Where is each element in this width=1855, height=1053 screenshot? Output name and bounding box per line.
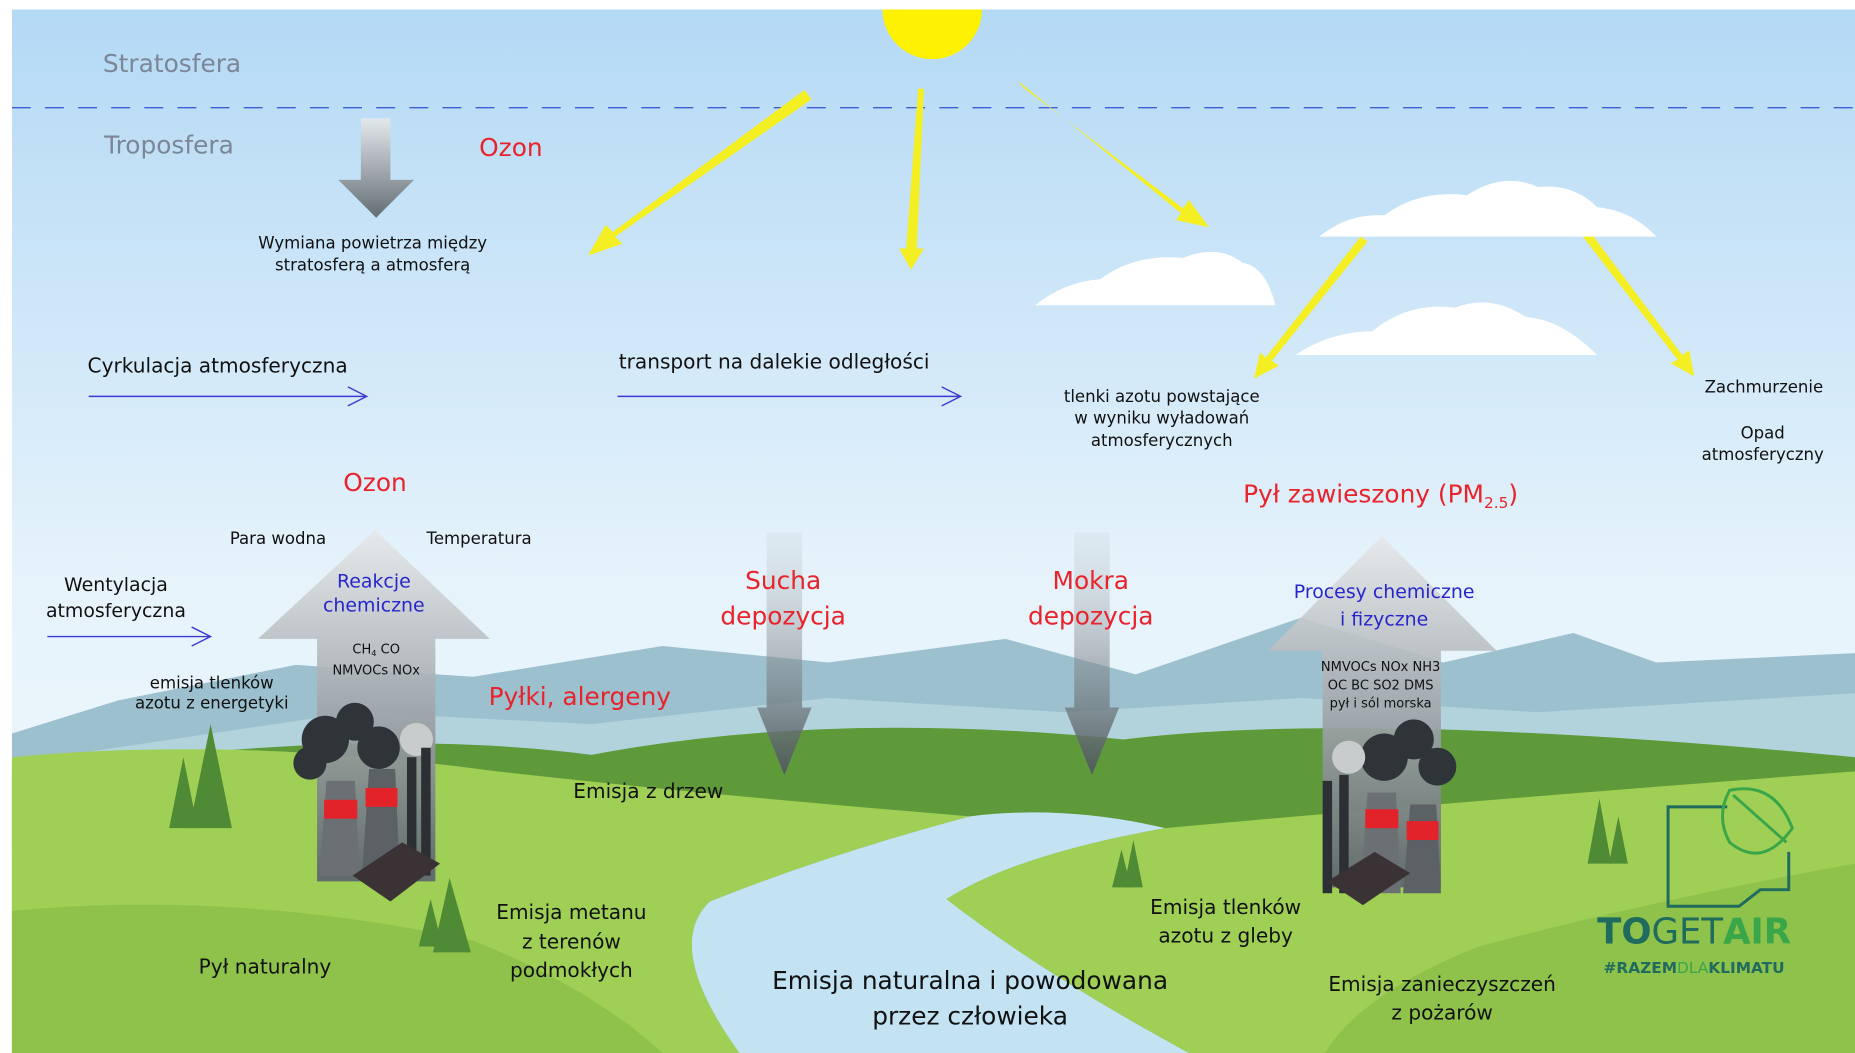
- precipitation-label: atmosferyczny: [1702, 445, 1824, 464]
- pm-text: Pył zawieszony (PM: [1243, 480, 1484, 509]
- wet-deposition-label: Mokra: [1053, 566, 1129, 595]
- logo-tagline: #RAZEMDLAKLIMATU: [1604, 958, 1785, 976]
- scene: [12, 0, 1855, 1053]
- energy-label: azotu z energetyki: [135, 693, 289, 712]
- precipitation-label: Opad: [1741, 424, 1785, 443]
- logo-part: DLA: [1677, 958, 1709, 976]
- precursors-label: CH4 CO: [352, 642, 400, 658]
- pm-text: ): [1508, 480, 1518, 509]
- dry-deposition-label: Sucha: [745, 566, 821, 595]
- lightning-label: atmosferycznych: [1091, 431, 1233, 450]
- fire-label: Emisja zanieczyszczeń: [1328, 972, 1556, 996]
- natural-dust-label: Pył naturalny: [199, 954, 332, 978]
- pollen-label: Pyłki, alergeny: [489, 682, 671, 711]
- processes-label: i fizyczne: [1340, 608, 1428, 630]
- layer-label: Troposfera: [103, 131, 234, 160]
- tower-band: [1365, 809, 1398, 828]
- logo-part: KLIMATU: [1708, 958, 1784, 976]
- water-vapour-label: Para wodna: [230, 529, 326, 548]
- circulation-label: Cyrkulacja atmosferyczna: [88, 353, 348, 377]
- ozone-label: Ozon: [343, 468, 407, 497]
- diagram: Stratosfera Troposfera Ozon Wymiana powi…: [0, 0, 1855, 1053]
- tower-band: [324, 800, 357, 819]
- precursors-label: pył i sól morska: [1330, 696, 1432, 711]
- wet-deposition-label: depozycja: [1028, 602, 1153, 631]
- logo-part: TO: [1597, 911, 1651, 952]
- methane-label: Emisja metanu: [496, 900, 646, 924]
- exchange-label: stratosferą a atmosferą: [275, 256, 470, 275]
- methane-label: podmokłych: [510, 958, 633, 982]
- precursors-label: NMVOCs NOx NH3: [1321, 660, 1440, 675]
- temperature-label: Temperatura: [426, 529, 532, 548]
- soil-label: Emisja tlenków: [1150, 895, 1301, 919]
- logo-part: #RAZEM: [1604, 958, 1678, 976]
- smoke-puff: [357, 726, 400, 769]
- processes-label: Procesy chemiczne: [1294, 581, 1475, 603]
- formula: CO: [377, 642, 400, 657]
- layer-label: Stratosfera: [103, 49, 241, 78]
- logo-part: AIR: [1723, 911, 1791, 952]
- formula: CH: [352, 642, 371, 657]
- soil-label: azotu z gleby: [1158, 924, 1293, 948]
- exchange-label: Wymiana powietrza między: [258, 233, 487, 252]
- total-emission-label: Emisja naturalna i powodowana: [772, 966, 1168, 995]
- chimney: [1323, 781, 1332, 893]
- subscript: 2.5: [1484, 493, 1508, 511]
- logo-part: GET: [1651, 911, 1723, 952]
- ventilation-label: atmosferyczna: [46, 600, 186, 622]
- logo-brand: TOGETAIR: [1597, 911, 1791, 952]
- fire-label: z pożarów: [1391, 1000, 1492, 1024]
- lightning-label: w wyniku wyładowań: [1074, 408, 1249, 427]
- methane-label: z terenów: [522, 929, 621, 953]
- smoke-puff: [293, 747, 326, 780]
- reactions-label: Reakcje: [337, 571, 411, 593]
- cloudiness-label: Zachmurzenie: [1705, 378, 1824, 397]
- cooling-tower: [319, 781, 359, 876]
- page: Diagram html, body { margin: 0; padding:…: [0, 0, 1855, 1053]
- reactions-label: chemiczne: [323, 594, 425, 616]
- tower-band: [366, 788, 398, 807]
- pm-label: Pył zawieszony (PM2.5): [1243, 480, 1518, 512]
- steam: [1332, 741, 1365, 774]
- tower-band: [1407, 821, 1439, 840]
- ozone-label: Ozon: [479, 133, 543, 162]
- ventilation-label: Wentylacja: [64, 574, 168, 596]
- smoke-puff: [1418, 748, 1456, 786]
- body: {"stratosphere": "Stratosfera", "troposp…: [0, 0, 1855, 1053]
- lightning-label: tlenki azotu powstające: [1064, 387, 1260, 406]
- transport-label: transport na dalekie odległości: [619, 350, 930, 374]
- energy-label: emisja tlenków: [150, 673, 274, 692]
- dry-deposition-label: depozycja: [720, 602, 845, 631]
- total-emission-label: przez człowieka: [872, 1001, 1068, 1030]
- precursors-label: OC BC SO2 DMS: [1328, 679, 1434, 694]
- precursors-label: NMVOCs NOx: [332, 663, 420, 678]
- tree-emission-label: Emisja z drzew: [573, 779, 723, 803]
